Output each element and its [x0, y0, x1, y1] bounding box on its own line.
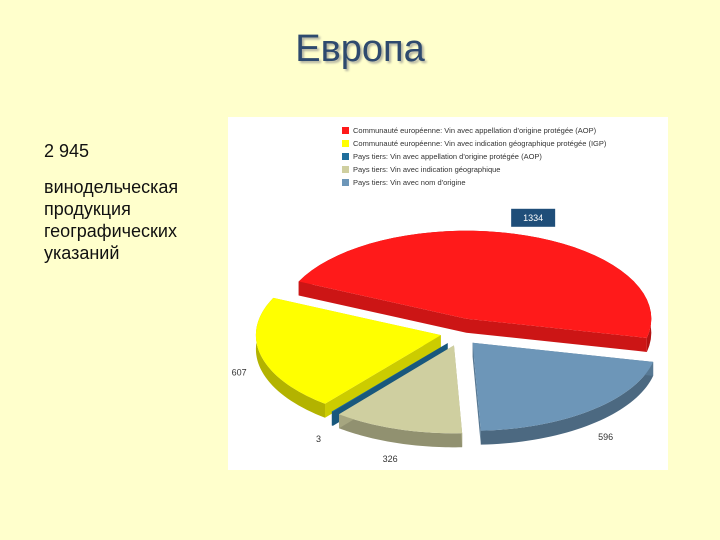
slice-side [480, 361, 654, 445]
legend-label: Pays tiers: Vin avec indication géograph… [353, 165, 500, 174]
value-label-box [511, 208, 556, 227]
value-label: 326 [383, 454, 398, 464]
caption-text: винодельческая продукция географических … [44, 177, 179, 263]
pie-slice [255, 297, 441, 404]
value-label: 596 [598, 432, 613, 442]
pie-tops [255, 230, 654, 434]
pie-slice [331, 342, 448, 412]
value-label: 607 [232, 367, 247, 377]
legend-label: Communauté européenne: Vin avec appellat… [353, 126, 597, 135]
value-label: 1334 [523, 213, 543, 223]
chart: Communauté européenne: Vin avec appellat… [228, 117, 668, 470]
slice-cut [298, 281, 647, 352]
pie-slice [472, 342, 654, 431]
legend-swatch [342, 166, 349, 173]
total-text: 2 945 [44, 141, 90, 161]
pie-slice [339, 345, 463, 434]
legend-label: Pays tiers: Vin avec nom d'origine [353, 178, 466, 187]
slide-title: Европа [295, 28, 425, 70]
legend-label: Communauté européenne: Vin avec indicati… [353, 139, 607, 148]
legend-label: Pays tiers: Vin avec appellation d'origi… [353, 152, 542, 161]
slice-side [255, 297, 326, 418]
slice-side [339, 414, 463, 448]
legend-swatch [342, 179, 349, 186]
value-label: 3 [316, 434, 321, 444]
legend-swatch [342, 140, 349, 147]
pie-slice [298, 230, 652, 338]
legend-swatch [342, 153, 349, 160]
legend-swatch [342, 127, 349, 134]
